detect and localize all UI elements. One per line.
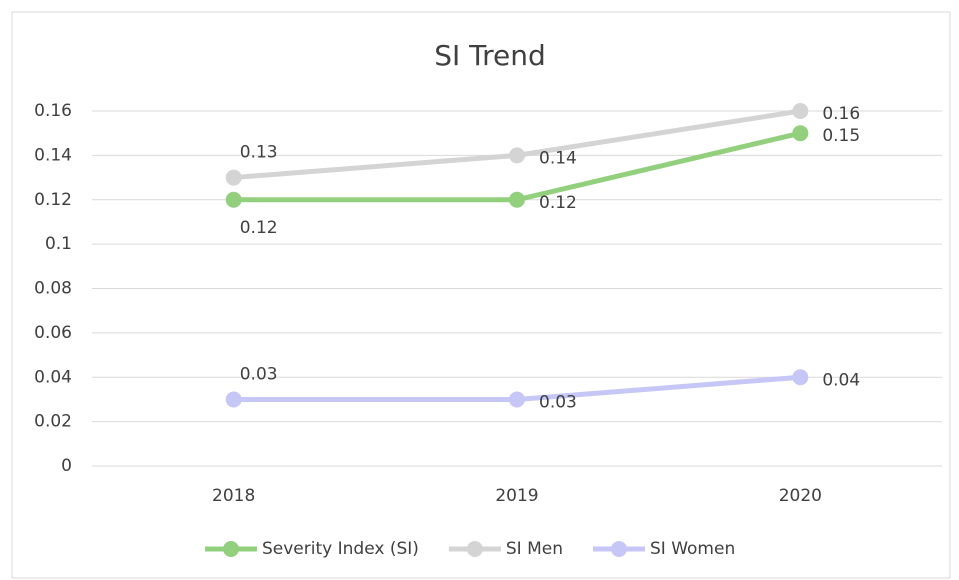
- x-tick-label: 2018: [212, 486, 255, 506]
- chart-title: SI Trend: [434, 39, 546, 72]
- marker: [792, 103, 809, 119]
- data-label: 0.03: [240, 364, 278, 384]
- marker: [225, 391, 242, 408]
- data-label: 0.14: [539, 148, 577, 168]
- data-label: 0.16: [822, 104, 860, 124]
- marker: [509, 391, 525, 408]
- marker: [225, 169, 242, 186]
- y-tick-label: 0.06: [34, 323, 72, 343]
- legend-label: SI Men: [506, 539, 563, 559]
- x-tick-label: 2020: [779, 486, 822, 506]
- y-tick-label: 0.02: [34, 412, 72, 432]
- y-tick-label: 0.14: [34, 145, 72, 165]
- data-label: 0.04: [822, 370, 860, 390]
- data-label: 0.12: [240, 218, 278, 238]
- legend-label: SI Women: [650, 539, 735, 559]
- y-tick-label: 0.04: [34, 367, 72, 387]
- legend-label: Severity Index (SI): [262, 539, 419, 559]
- marker: [792, 125, 809, 142]
- chart-border: [11, 11, 951, 579]
- y-tick-label: 0.08: [34, 279, 72, 299]
- data-label: 0.15: [822, 126, 860, 146]
- data-label: 0.13: [240, 143, 278, 163]
- legend-marker: [223, 541, 239, 557]
- y-tick-label: 0: [61, 456, 72, 476]
- y-tick-label: 0.12: [34, 190, 72, 210]
- marker: [509, 191, 525, 208]
- data-label: 0.03: [539, 392, 577, 412]
- y-tick-label: 0.1: [45, 234, 72, 254]
- marker: [509, 147, 525, 164]
- marker: [792, 369, 809, 386]
- marker: [225, 191, 242, 208]
- legend-marker: [466, 541, 483, 557]
- legend-marker: [611, 541, 627, 557]
- data-label: 0.12: [539, 193, 577, 213]
- y-tick-label: 0.16: [34, 101, 72, 121]
- x-tick-label: 2019: [495, 486, 538, 506]
